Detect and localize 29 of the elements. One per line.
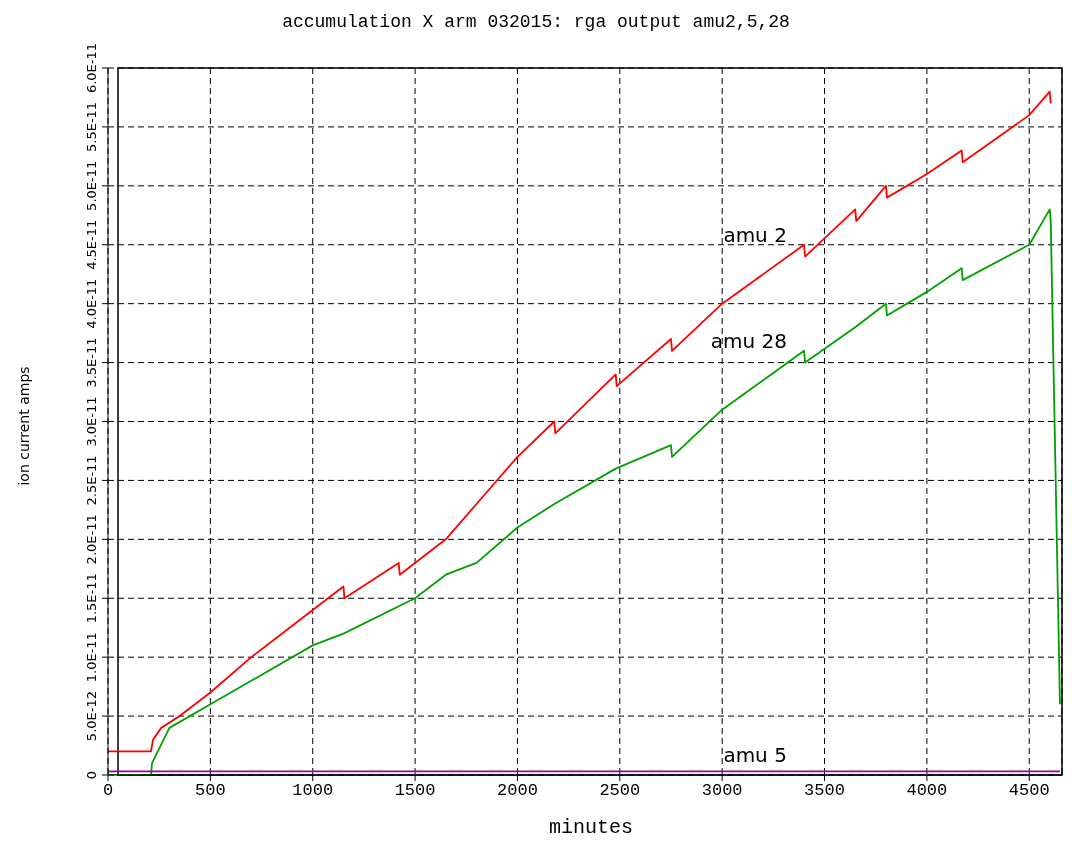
series-label: amu 28 (710, 329, 787, 354)
x-tick-label: 1000 (292, 781, 334, 800)
chart-title: accumulation X arm 032015: rga output amu2,5,28 (281, 12, 791, 32)
y-tick-label: 0 (84, 770, 99, 780)
y-tick-label: 2.5E-11 (84, 455, 99, 506)
x-tick-label: 3500 (804, 781, 845, 800)
x-tick-label: 1500 (394, 781, 436, 800)
y-tick-label: 2.0E-11 (84, 514, 99, 565)
series-label: amu 2 (723, 223, 787, 248)
x-tick-label: 500 (195, 781, 226, 800)
x-tick-label: 4500 (1008, 781, 1050, 800)
x-tick-label: 2500 (599, 781, 641, 800)
y-tick-label: 5.5E-11 (84, 101, 99, 152)
y-tick-label: 5.0E-11 (84, 160, 99, 211)
y-tick-label: 4.0E-11 (84, 278, 99, 329)
y-tick-label: 4.5E-11 (84, 219, 99, 270)
y-tick-label: 5.0E-12 (84, 691, 99, 742)
x-tick-label: 4000 (906, 781, 948, 800)
y-axis-title: ion current amps (16, 366, 32, 486)
x-tick-label: 2000 (497, 781, 538, 800)
y-tick-label: 3.5E-11 (84, 337, 99, 388)
x-tick-label: 0 (102, 781, 114, 800)
y-tick-label: 1.0E-11 (84, 632, 99, 683)
y-tick-label: 1.5E-11 (84, 573, 99, 624)
x-tick-label: 3000 (701, 781, 743, 800)
y-tick-label: 6.0E-11 (84, 42, 99, 94)
y-tick-label: 3.0E-11 (84, 396, 99, 447)
x-axis-title: minutes (548, 816, 634, 839)
series-label: amu 5 (723, 743, 787, 768)
